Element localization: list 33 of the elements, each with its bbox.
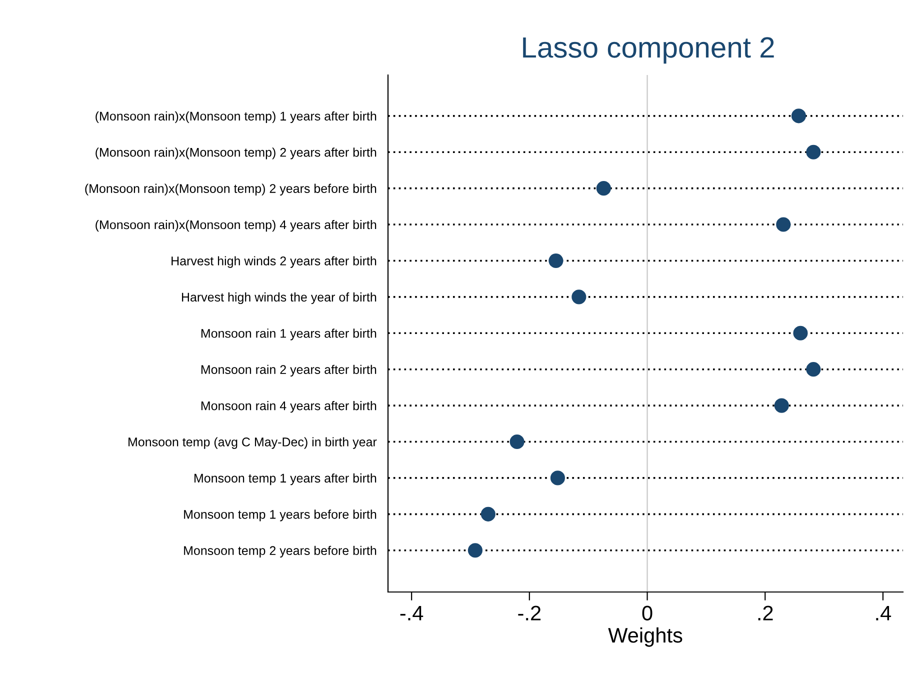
- y-tick-label: Monsoon rain 4 years after birth: [201, 401, 376, 413]
- y-tick-label: (Monsoon rain)x(Monsoon temp) 4 years after birth: [96, 220, 376, 232]
- point: [776, 217, 791, 232]
- point: [806, 144, 821, 160]
- y-tick-label: Monsoon temp (avg C May-Dec) in birth year: [128, 437, 377, 449]
- x-tick-label: .2: [758, 606, 773, 620]
- point: [510, 434, 524, 450]
- point: [480, 506, 496, 522]
- point: [774, 398, 789, 413]
- y-tick-label: Monsoon rain 2 years after birth: [201, 364, 376, 376]
- y-tick-label: (Monsoon rain)x(Monsoon temp) 1 years after birth: [96, 111, 376, 124]
- point: [548, 253, 564, 268]
- y-tick-label: Monsoon temp 1 years before birth: [184, 510, 376, 522]
- x-axis-title: Weights: [608, 627, 682, 647]
- y-tick-label: (Monsoon rain)x(Monsoon temp) 2 years after birth: [96, 148, 376, 160]
- y-tick-label: Monsoon rain 1 years after birth: [201, 328, 376, 340]
- y-tick-label: Harvest high winds 2 years after birth: [172, 256, 376, 268]
- x-tick-label: 0: [642, 606, 652, 620]
- point: [550, 470, 565, 486]
- point: [572, 290, 586, 304]
- point: [596, 181, 611, 196]
- point: [468, 543, 482, 558]
- y-tick-label: (Monsoon rain)x(Monsoon temp) 2 years before birth: [85, 184, 376, 196]
- y-tick-label: Harvest high winds the year of birth: [182, 292, 376, 304]
- x-tick-label: -.2: [518, 606, 541, 620]
- point: [793, 326, 808, 340]
- point: [806, 362, 821, 377]
- chart-title: Lasso component 2: [523, 37, 774, 64]
- x-tick-label: .4: [876, 606, 892, 620]
- y-tick-label: Monsoon temp 1 years after birth: [194, 473, 376, 486]
- y-tick-label: Monsoon temp 2 years before birth: [184, 546, 376, 558]
- x-tick-label: -.4: [400, 606, 424, 620]
- point: [791, 108, 806, 124]
